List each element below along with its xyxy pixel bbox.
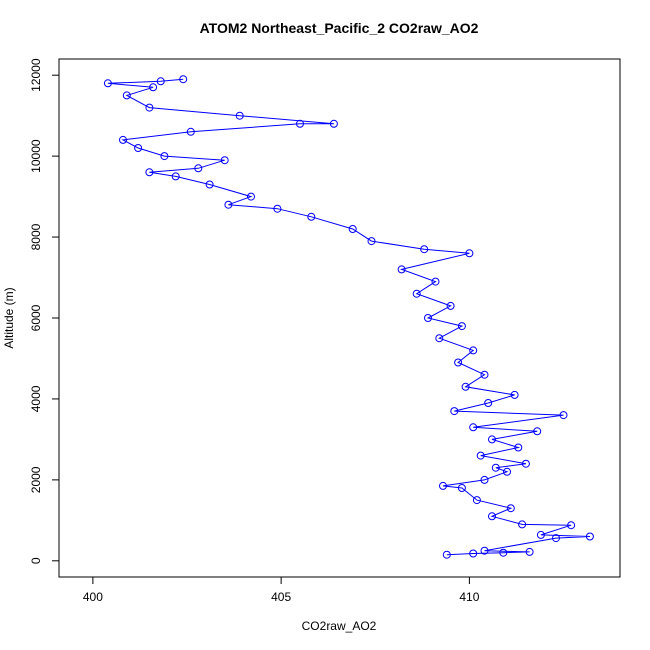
chart-title: ATOM2 Northeast_Pacific_2 CO2raw_AO2	[200, 20, 479, 36]
data-point	[484, 399, 493, 407]
x-tick-label: 405	[271, 590, 291, 604]
data-point	[224, 200, 233, 209]
series-layer	[103, 75, 594, 559]
y-tick-label: 8000	[29, 223, 43, 250]
x-tick-label: 400	[83, 590, 103, 604]
data-point	[273, 204, 282, 213]
data-point	[348, 225, 357, 233]
data-point	[533, 427, 542, 436]
data-point	[536, 530, 545, 539]
x-tick-label: 410	[459, 590, 479, 604]
data-point	[446, 301, 455, 310]
data-point	[525, 547, 534, 556]
data-point	[145, 103, 154, 112]
y-tick-label: 0	[29, 557, 43, 564]
data-point	[194, 164, 203, 173]
data-point	[472, 496, 481, 505]
plot-frame	[58, 58, 621, 578]
y-tick-label: 12000	[29, 58, 43, 92]
data-point	[442, 550, 451, 559]
y-axis-label: Altitude (m)	[2, 287, 16, 348]
data-point	[469, 423, 478, 432]
data-point	[552, 534, 560, 543]
data-point	[220, 156, 229, 165]
data-point	[307, 212, 316, 221]
data-point	[457, 322, 466, 331]
data-point	[518, 520, 527, 529]
data-point	[469, 549, 478, 558]
x-axis: 400 405 410	[83, 577, 480, 604]
y-tick-label: 6000	[29, 304, 43, 331]
data-point	[134, 144, 143, 152]
data-point	[435, 334, 444, 343]
data-point	[567, 521, 576, 530]
data-point	[480, 370, 489, 379]
data-point	[145, 168, 154, 177]
data-point	[149, 83, 158, 92]
data-point	[461, 382, 470, 391]
data-point	[156, 77, 165, 86]
data-point	[514, 443, 523, 452]
y-axis: 0 2000 4000 6000 8000 10000 12000	[29, 58, 59, 564]
data-point	[296, 119, 304, 128]
data-point	[476, 451, 485, 460]
data-point	[491, 463, 500, 472]
data-point	[465, 249, 474, 258]
data-point	[247, 192, 255, 201]
data-point	[488, 435, 496, 444]
series-line	[107, 78, 590, 556]
data-point	[488, 512, 496, 521]
data-point	[439, 481, 447, 490]
x-axis-label: CO2raw_AO2	[302, 619, 377, 633]
data-point	[521, 459, 530, 468]
data-point	[160, 152, 169, 161]
data-point	[119, 135, 127, 144]
data-point	[499, 548, 508, 557]
data-point	[420, 245, 429, 254]
data-point	[171, 172, 180, 181]
y-tick-label: 10000	[29, 139, 43, 173]
data-point	[457, 484, 466, 492]
data-point	[585, 532, 594, 541]
data-point	[424, 314, 432, 322]
data-point	[469, 346, 478, 355]
data-point	[397, 265, 406, 274]
data-point	[480, 546, 489, 555]
data-point	[205, 180, 214, 189]
data-point	[122, 91, 131, 100]
data-point	[367, 237, 376, 246]
data-point	[506, 504, 515, 513]
data-point	[559, 411, 568, 420]
data-point	[235, 111, 244, 120]
data-point	[454, 358, 463, 367]
data-point	[503, 467, 511, 476]
data-point	[329, 119, 338, 128]
y-tick-label: 2000	[29, 466, 43, 493]
data-point	[186, 127, 195, 136]
data-point	[179, 75, 188, 84]
data-point	[412, 289, 421, 298]
data-point	[103, 79, 112, 88]
data-point	[510, 390, 519, 399]
data-point	[450, 407, 459, 416]
y-tick-label: 4000	[29, 385, 43, 412]
data-point	[480, 475, 489, 484]
data-point	[431, 277, 440, 286]
